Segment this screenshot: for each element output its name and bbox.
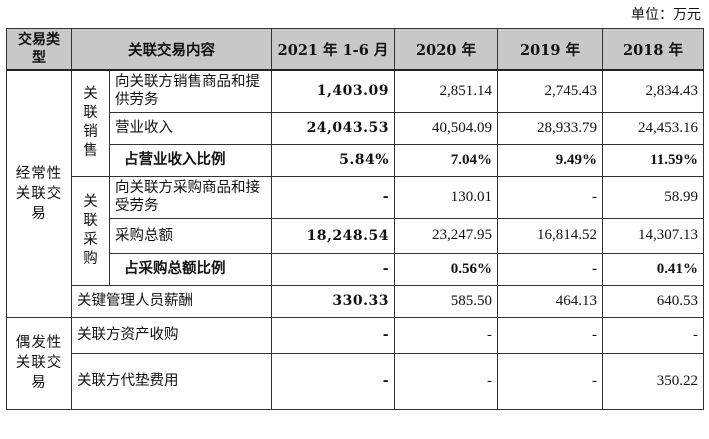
cell-2019: 464.13 xyxy=(497,284,603,318)
header-content: 关联交易内容 xyxy=(71,28,272,71)
group-recurring: 经常性关联交易 xyxy=(6,69,72,318)
cell-2019: - xyxy=(497,252,603,286)
row-item: 关键管理人员薪酬 xyxy=(71,284,272,318)
cell-2020: 7.04% xyxy=(394,143,498,177)
cell-2018: 0.41% xyxy=(602,252,704,286)
cell-2021: - xyxy=(271,352,395,410)
group-sales: 关联销售 xyxy=(71,69,110,177)
cell-2020: - xyxy=(394,352,498,410)
header-2021: 2021 年 1-6 月 xyxy=(271,28,395,71)
table-row: 关联采购 向关联方采购商品和接受劳务 - 130.01 - 58.99 xyxy=(7,175,704,286)
header-2019: 2019 年 xyxy=(497,28,603,71)
cell-2019: - xyxy=(497,175,603,219)
table-header-row: 交易类型 关联交易内容 2021 年 1-6 月 2020 年 2019 年 2… xyxy=(6,28,704,71)
header-2018: 2018 年 xyxy=(602,28,704,71)
row-item: 采购总额 xyxy=(109,217,272,254)
cell-2018: - xyxy=(602,316,704,354)
cell-2021: 18,248.54 xyxy=(271,217,395,254)
cell-2021: 1,403.09 xyxy=(271,69,395,113)
row-item: 向关联方采购商品和接受劳务 xyxy=(109,175,272,219)
table-row: 关联方代垫费用 - - - 350.22 xyxy=(7,352,704,410)
cell-2021: - xyxy=(271,316,395,354)
related-transactions-table: 交易类型 关联交易内容 2021 年 1-6 月 2020 年 2019 年 2… xyxy=(6,28,704,410)
cell-2019: 28,933.79 xyxy=(497,111,603,145)
cell-2018: 24,453.16 xyxy=(602,111,704,145)
row-item: 向关联方销售商品和提供劳务 xyxy=(109,69,272,113)
table-row: 偶发性关联交易 关联方资产收购 - - - - xyxy=(6,316,704,410)
table-row: 营业收入 24,043.53 40,504.09 28,933.79 24,45… xyxy=(7,111,704,145)
row-item: 营业收入 xyxy=(109,111,272,145)
row-item: 占采购总额比例 xyxy=(109,252,272,286)
cell-2020: 40,504.09 xyxy=(394,111,498,145)
cell-2018: 11.59% xyxy=(602,143,704,177)
cell-2018: 2,834.43 xyxy=(602,69,704,113)
row-item: 关联方代垫费用 xyxy=(71,352,272,410)
cell-2021: 330.33 xyxy=(271,284,395,318)
cell-2020: 2,851.14 xyxy=(394,69,498,113)
cell-2021: - xyxy=(271,175,395,219)
cell-2018: 14,307.13 xyxy=(602,217,704,254)
cell-2019: 16,814.52 xyxy=(497,217,603,254)
group-purchase: 关联采购 xyxy=(71,175,110,286)
row-item: 关联方资产收购 xyxy=(71,316,272,354)
group-occasional: 偶发性关联交易 xyxy=(6,316,72,410)
cell-2019: - xyxy=(497,316,603,354)
cell-2020: 0.56% xyxy=(394,252,498,286)
cell-2019: - xyxy=(497,352,603,410)
unit-label: 单位：万元 xyxy=(631,7,701,23)
cell-2021: 24,043.53 xyxy=(271,111,395,145)
table-row: 采购总额 18,248.54 23,247.95 16,814.52 14,30… xyxy=(7,217,704,254)
cell-2020: 23,247.95 xyxy=(394,217,498,254)
table-row: 经常性关联交易 关联销售 向关联方销售商品和提供劳务 1,403.09 2,85… xyxy=(6,69,704,318)
cell-2018: 58.99 xyxy=(602,175,704,219)
cell-2020: - xyxy=(394,316,498,354)
row-item: 占营业收入比例 xyxy=(109,143,272,177)
cell-2021: - xyxy=(271,252,395,286)
cell-2019: 2,745.43 xyxy=(497,69,603,113)
cell-2020: 130.01 xyxy=(394,175,498,219)
table-row: 占营业收入比例 5.84% 7.04% 9.49% 11.59% xyxy=(7,143,704,177)
cell-2019: 9.49% xyxy=(497,143,603,177)
header-type: 交易类型 xyxy=(6,28,72,71)
cell-2021: 5.84% xyxy=(271,143,395,177)
table-row: 占采购总额比例 - 0.56% - 0.41% xyxy=(7,252,704,286)
table-row: 关键管理人员薪酬 330.33 585.50 464.13 640.53 xyxy=(7,284,704,318)
cell-2018: 640.53 xyxy=(602,284,704,318)
cell-2018: 350.22 xyxy=(602,352,704,410)
cell-2020: 585.50 xyxy=(394,284,498,318)
header-2020: 2020 年 xyxy=(394,28,498,71)
